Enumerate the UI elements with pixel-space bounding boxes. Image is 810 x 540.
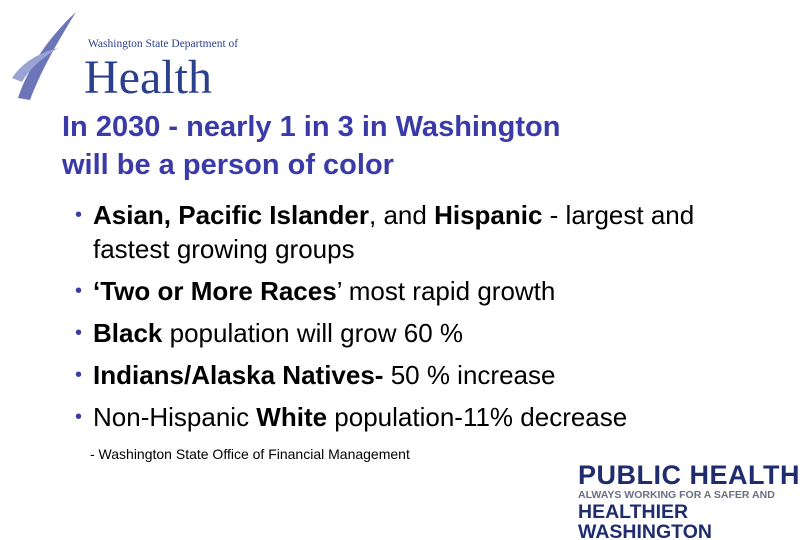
bullet-text: ’ most rapid growth [336, 276, 556, 306]
bullet: • Non-Hispanic White population-11% decre… [75, 400, 775, 434]
bullet-text: Asian, Pacific Islander [93, 200, 370, 230]
bullet-dot: • [75, 322, 83, 344]
source: - Washington State Office of Financial M… [90, 446, 410, 462]
logo-mark [12, 12, 76, 100]
bullet-text: - largest and fastest growing groups [93, 200, 702, 264]
bullet-text: 50 % increase [383, 360, 556, 390]
footer-line: PUBLIC HEALTH [578, 460, 800, 490]
bullet-list: • Asian, Pacific Islander, and Hispanic -… [75, 198, 775, 442]
bullet-dot: • [75, 280, 83, 302]
title-line: will be a person of color [62, 149, 394, 181]
bullet-dot: • [75, 406, 83, 428]
bullet-text: population will grow 60 % [162, 318, 464, 348]
bullet-text: Non-Hispanic [93, 402, 257, 432]
bullet-text: , and [369, 200, 435, 230]
bullet-text: White [256, 402, 328, 432]
footer-line: ALWAYS WORKING FOR A SAFER AND [578, 489, 775, 501]
title: In 2030 - nearly 1 in 3 in Washington wil… [62, 108, 560, 184]
footer-logo: PUBLIC HEALTH ALWAYS WORKING FOR A SAFER… [578, 462, 800, 540]
bullet-text: Black [93, 318, 163, 348]
bullet-text: Hispanic [434, 200, 543, 230]
title-line: In 2030 - nearly 1 in 3 in Washington [62, 111, 561, 143]
bullet-text: ‘Two or More Races [93, 276, 337, 306]
bullet: • Indians/Alaska Natives- 50 % increase [75, 358, 775, 392]
bullet: • Black population will grow 60 % [75, 316, 775, 350]
bullet-text: Indians/Alaska Natives- [93, 360, 384, 390]
logo-name: Health [84, 51, 212, 104]
bullet-dot: • [75, 204, 83, 226]
footer-line: HEALTHIER WASHINGTON [578, 501, 712, 540]
bullet-text: population-11% decrease [327, 402, 628, 432]
bullet: • ‘Two or More Races’ most rapid growth [75, 274, 775, 308]
bullet-dot: • [75, 364, 83, 386]
logo-org: Washington State Department of [88, 38, 239, 50]
bullet: • Asian, Pacific Islander, and Hispanic -… [75, 198, 775, 266]
